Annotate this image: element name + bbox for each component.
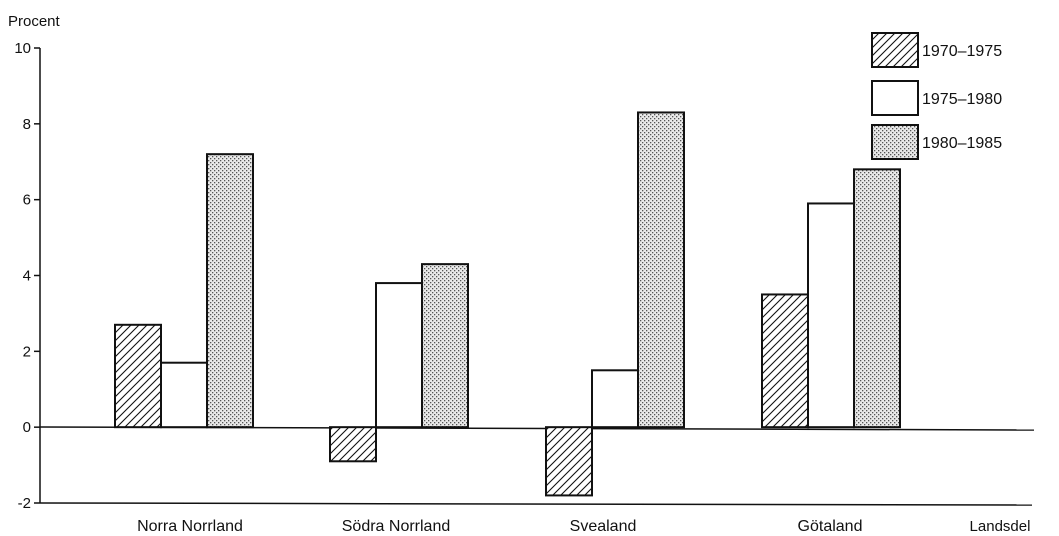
- y-tick-label: 8: [23, 116, 31, 133]
- y-axis-label: Procent: [8, 13, 61, 30]
- category-label: Svealand: [570, 518, 637, 535]
- bar: [807, 202, 855, 429]
- bar: [160, 361, 208, 429]
- bar: [114, 323, 162, 429]
- bar: [421, 263, 469, 429]
- category-label: Götaland: [798, 518, 863, 535]
- legend-swatch: [871, 80, 919, 116]
- y-tick-label: 4: [23, 268, 31, 285]
- category-labels: Norra Norrland Södra Norrland Svealand Göta…: [137, 518, 862, 535]
- bar: [637, 111, 685, 429]
- y-tick-label: 0: [23, 419, 31, 436]
- y-tick-label: 6: [23, 192, 31, 209]
- legend: 1970–1975 1975–1980 1980–1985: [871, 32, 1002, 160]
- category-label: Norra Norrland: [137, 518, 243, 535]
- bar: [545, 426, 593, 497]
- y-tick-label: 2: [23, 343, 31, 360]
- bars-group: [114, 111, 901, 497]
- legend-swatch: [871, 32, 919, 68]
- x-axis-bottom-line: [39, 502, 1033, 506]
- y-axis-ticks: -2 0 2 4 6 8 10: [14, 40, 40, 512]
- bar: [761, 293, 809, 429]
- bar: [853, 168, 901, 429]
- legend-label: 1970–1975: [922, 43, 1002, 60]
- y-tick-label: -2: [18, 495, 31, 512]
- bar: [375, 282, 423, 429]
- x-axis-label: Landsdel: [970, 518, 1031, 535]
- legend-label: 1975–1980: [922, 91, 1002, 108]
- bar: [206, 153, 254, 429]
- category-label: Södra Norrland: [342, 518, 451, 535]
- bar: [591, 369, 639, 429]
- y-tick-label: 10: [14, 40, 31, 57]
- legend-swatch: [871, 124, 919, 160]
- legend-label: 1980–1985: [922, 135, 1002, 152]
- bar: [329, 426, 377, 463]
